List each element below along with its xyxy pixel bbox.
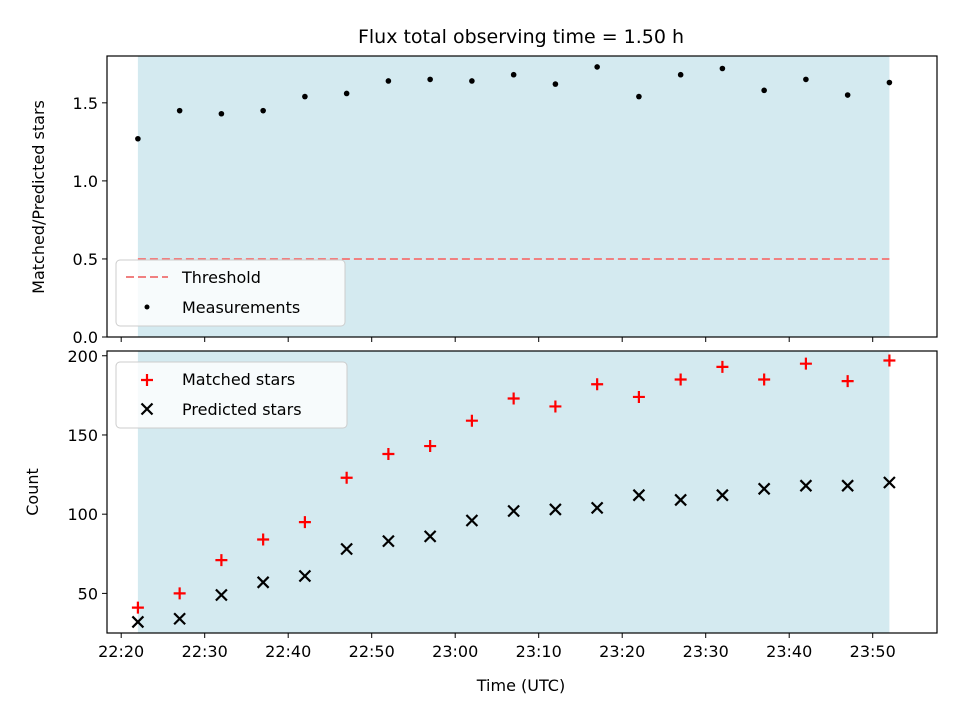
measurement-point	[218, 110, 225, 117]
x-tick-label: 22:40	[265, 642, 311, 661]
predicted-star-point	[841, 479, 854, 492]
matched-star-point	[298, 516, 311, 529]
x-tick-label: 22:50	[349, 642, 395, 661]
measurement-point	[552, 81, 559, 87]
matched-star-point	[131, 601, 144, 614]
predicted-star-point	[674, 493, 687, 507]
matched-star-point	[465, 414, 478, 427]
matched-star-point	[758, 373, 771, 386]
measurement-point	[302, 93, 308, 100]
x-axis-label: Time (UTC)	[476, 676, 565, 695]
measurement-point	[176, 107, 183, 114]
matched-star-point	[215, 554, 228, 567]
measurement-point	[385, 78, 392, 84]
y-tick-label: 1.5	[73, 94, 98, 113]
predicted-star-point	[173, 612, 186, 626]
measurement-point	[135, 135, 141, 142]
measurement-point	[677, 71, 684, 78]
predicted-star-point	[799, 479, 813, 492]
matched-star-point	[549, 400, 562, 413]
measurement-point	[636, 93, 642, 100]
count-legend: Matched stars Predicted stars	[115, 361, 348, 429]
matched-star-point	[632, 390, 645, 403]
matched-star-point	[716, 360, 729, 373]
count-legend-box	[115, 361, 348, 429]
x-tick-label: 23:00	[432, 642, 478, 661]
measurement-point	[260, 107, 266, 114]
predicted-star-point	[256, 576, 270, 589]
predicted-star-point	[716, 488, 729, 502]
measurement-point	[761, 87, 767, 94]
legend-threshold-label: Threshold	[181, 268, 261, 287]
predicted-star-point	[131, 615, 145, 629]
y-tick-label: 150	[67, 426, 98, 445]
legend-predicted-label: Predicted stars	[182, 400, 302, 419]
matched-star-point	[883, 354, 896, 367]
x-tick-label: 22:20	[98, 642, 144, 661]
legend-measurements-swatch	[144, 304, 150, 310]
matched-star-point	[424, 440, 437, 453]
y-tick-label: 100	[67, 505, 98, 524]
legend-measurements-label: Measurements	[182, 298, 300, 317]
predicted-star-point	[549, 503, 562, 516]
x-tick-label: 23:10	[516, 642, 562, 661]
predicted-star-point	[590, 501, 604, 515]
predicted-star-point	[215, 588, 228, 602]
chart-title: Flux total observing time = 1.50 h	[358, 26, 684, 48]
predicted-star-point	[883, 476, 896, 489]
count-axes-frame	[106, 350, 938, 634]
matched-star-point	[799, 357, 812, 370]
predicted-star-point	[423, 530, 437, 543]
ratio-panel: 0.0 0.5 1.0 1.5 Matched/Predicted stars Thr…	[29, 55, 938, 347]
legend-matched-swatch	[141, 374, 153, 386]
ratio-axes-frame	[106, 55, 938, 338]
matched-star-point	[173, 587, 186, 600]
measurement-point	[886, 79, 893, 86]
x-tick-label: 23:30	[683, 642, 729, 661]
legend-matched-label: Matched stars	[182, 370, 295, 389]
predicted-star-point	[757, 482, 771, 496]
measurement-point	[469, 78, 475, 84]
measurement-point	[803, 76, 809, 83]
y-tick-label: 200	[67, 347, 98, 366]
measurement-point	[594, 64, 600, 70]
matched-star-point	[382, 447, 395, 460]
y-tick-label: 50	[78, 584, 98, 603]
ratio-legend-box	[115, 259, 346, 327]
predicted-star-point	[465, 514, 479, 527]
measurement-point	[719, 65, 726, 72]
matched-star-point	[340, 471, 353, 484]
count-panel: 50 100 150 200 22:20 22:30 22:40 22:50 23:00 23:…	[23, 347, 938, 695]
y-tick-label: 0.5	[73, 250, 98, 269]
matched-star-point	[257, 533, 270, 546]
predicted-star-point	[632, 488, 646, 502]
measurement-point	[510, 71, 517, 78]
measurement-point	[844, 92, 851, 98]
matched-star-point	[507, 392, 520, 405]
matched-star-point	[591, 378, 604, 391]
x-tick-label: 23:20	[599, 642, 645, 661]
x-tick-label: 23:40	[766, 642, 812, 661]
x-tick-label: 23:50	[850, 642, 896, 661]
y-tick-label: 0.0	[73, 328, 98, 347]
matched-star-point	[841, 375, 854, 388]
y-tick-label: 1.0	[73, 172, 98, 191]
predicted-star-point	[507, 504, 520, 518]
predicted-star-point	[382, 534, 395, 548]
predicted-star-point	[298, 569, 312, 583]
ratio-y-axis-label: Matched/Predicted stars	[29, 100, 48, 294]
predicted-star-point	[340, 542, 353, 556]
count-y-axis-label: Count	[23, 468, 42, 516]
legend-predicted-swatch	[140, 402, 154, 416]
matched-star-point	[674, 373, 687, 386]
ratio-legend: Threshold Measurements	[115, 259, 346, 327]
measurement-point	[427, 76, 433, 83]
x-tick-label: 22:30	[182, 642, 228, 661]
measurement-point	[343, 90, 350, 97]
